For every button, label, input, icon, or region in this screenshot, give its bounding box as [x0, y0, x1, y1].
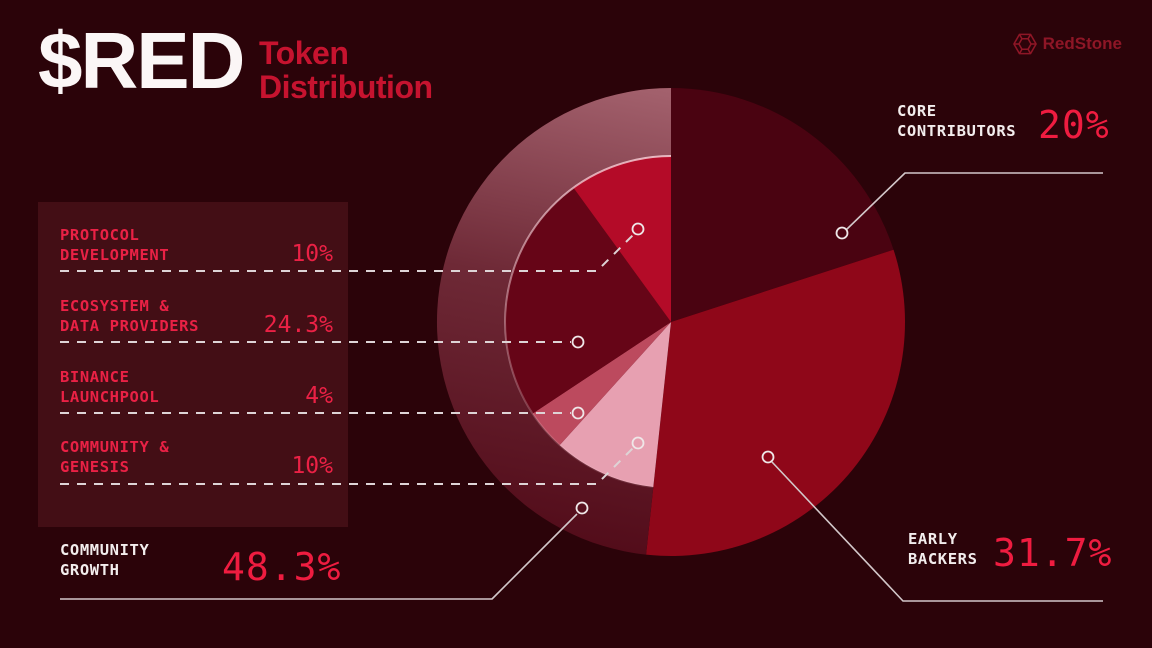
marker-early-backers [761, 450, 775, 464]
pie-slice-early-backers [646, 249, 906, 557]
value-community-growth: 48.3% [222, 545, 342, 589]
value-protocol-development: 10% [291, 241, 333, 267]
pie-slice-ecosystem-data-providers [504, 187, 671, 414]
value-binance-launchpool: 4% [305, 383, 333, 409]
value-early-backers: 31.7% [993, 531, 1113, 575]
marker-binance-launchpool [571, 406, 585, 420]
brand-name: RedStone [1042, 34, 1122, 53]
community-growth-highlight-ring [436, 88, 671, 555]
label-community-genesis: COMMUNITY & GENESIS [60, 438, 170, 476]
label-ecosystem-data-providers: ECOSYSTEM & DATA PROVIDERS [60, 297, 200, 335]
leader-community-genesis [60, 447, 634, 485]
label-binance-launchpool: BINANCE LAUNCHPOOL [60, 368, 160, 406]
value-core-contributors: 20% [1038, 103, 1110, 147]
leader-core-contributors [845, 172, 1103, 231]
label-early-backers: EARLY BACKERS [908, 530, 978, 568]
marker-community-genesis [631, 436, 645, 450]
marker-protocol-development [631, 222, 645, 236]
pie-slice-core-contributors [671, 88, 894, 322]
value-ecosystem-data-providers: 24.3% [263, 312, 333, 338]
subtitle-line2: Distribution [259, 69, 433, 105]
brand-logo: RedStone [1012, 32, 1122, 56]
marker-community-growth [575, 501, 589, 515]
breakdown-panel [38, 202, 348, 527]
marker-ecosystem-data-providers [571, 335, 585, 349]
redstone-gem-icon [1012, 33, 1037, 55]
pie-slice-binance-launchpool [532, 322, 671, 446]
label-core-contributors: CORE CONTRIBUTORS [897, 102, 1017, 140]
pie-slice-protocol-development [573, 156, 671, 322]
label-protocol-development: PROTOCOL DEVELOPMENT [60, 226, 170, 264]
leader-community-growth [60, 513, 578, 600]
leader-protocol-development [60, 234, 634, 272]
value-community-genesis: 10% [291, 453, 333, 479]
inner-pie-edge-highlight [504, 155, 672, 489]
page-title: $RED [38, 16, 245, 105]
leader-early-backers [771, 461, 1103, 602]
marker-core-contributors [835, 226, 849, 240]
page-subtitle: Token Distribution [259, 36, 433, 104]
label-community-growth: COMMUNITY GROWTH [60, 541, 150, 579]
subtitle-line1: Token [259, 35, 349, 71]
